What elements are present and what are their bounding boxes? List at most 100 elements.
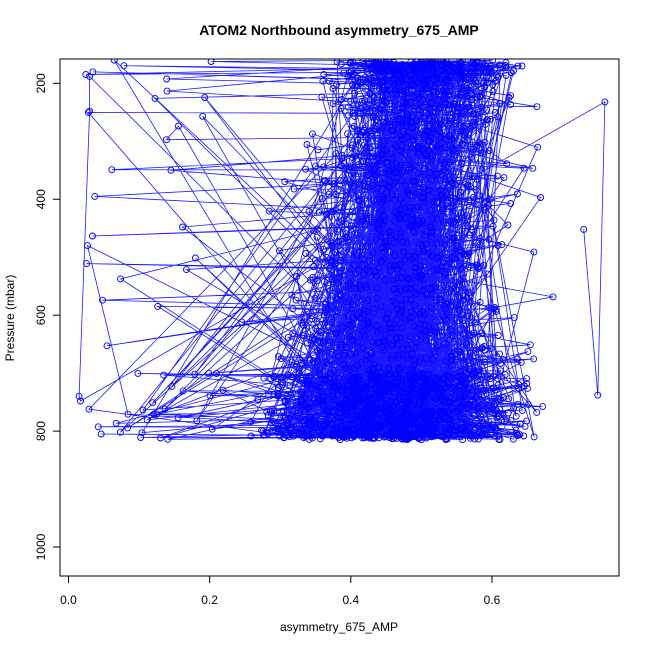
data-point [355,161,363,168]
data-point [398,176,406,184]
data-point [380,76,388,84]
data-point [387,154,395,162]
data-point [379,93,387,101]
data-point [361,96,369,104]
data-point [426,134,434,142]
data-point [448,156,456,164]
data-point [411,75,418,83]
data-point [441,88,448,96]
data-point [447,325,454,333]
data-point [481,199,489,207]
data-point [314,146,322,154]
data-point [418,287,426,295]
data-point [492,400,499,408]
data-point [457,394,465,402]
data-point [364,100,372,108]
data-point [476,241,484,249]
data-point [289,329,297,337]
data-point [495,432,503,440]
data-point [399,268,406,276]
data-point [423,75,431,83]
data-point [420,183,428,191]
data-point [77,397,84,405]
data-point [370,304,377,312]
data-point [477,103,485,111]
data-point [409,177,417,185]
data-point [518,62,526,70]
data-point [411,177,419,185]
data-point [344,312,352,319]
data-point [363,242,371,250]
data-point [524,348,532,356]
data-point [394,410,402,418]
data-point [443,73,451,80]
data-point [421,387,429,395]
data-point [322,308,329,316]
data-point [468,96,476,104]
data-point [318,93,326,101]
data-point [411,343,419,351]
data-point [348,144,356,152]
data-point [437,121,445,129]
data-point [428,176,435,184]
data-point [343,234,351,242]
data-point [473,88,481,96]
data-point [461,64,469,72]
data-point [417,332,425,340]
data-point [512,412,520,420]
data-point [373,59,381,67]
data-point [442,236,450,244]
data-point [410,253,418,260]
data-point [274,428,282,436]
x-tick-label: 0.0 [60,593,77,607]
data-point [428,430,436,438]
data-point [312,162,320,170]
data-point [478,329,486,337]
data-point [446,82,454,90]
data-point [594,391,602,399]
data-point [404,345,412,353]
data-point [416,309,424,317]
data-point [470,172,478,180]
data-point [422,130,430,138]
data-point [385,363,393,371]
data-point [372,414,380,422]
data-point [413,74,420,82]
data-point [495,435,503,443]
data-point [422,128,430,136]
data-point [290,185,298,193]
data-point [349,141,357,149]
data-point [434,383,442,391]
data-point [206,392,214,400]
data-point [300,332,308,340]
data-point [380,196,388,204]
data-point [174,122,182,130]
data-point [466,89,474,97]
data-point [463,100,471,108]
data-point [420,193,428,201]
data-point [302,416,310,423]
data-point [463,84,471,92]
data-point [393,434,401,442]
data-point [480,63,488,71]
data-point [485,67,493,75]
data-point [533,103,541,111]
data-point [411,301,419,309]
data-point [399,345,407,353]
data-point [357,397,365,405]
data-point [390,276,398,284]
data-point [400,68,408,76]
data-point [390,261,398,269]
data-point [331,361,339,369]
data-point [471,61,479,69]
data-point [300,419,308,427]
data-point [311,256,319,264]
data-point [452,119,460,127]
data-point [470,411,478,419]
data-point [423,389,431,397]
data-point [513,190,521,198]
data-point [440,219,448,227]
data-point [378,257,386,265]
data-point [402,122,410,130]
data-point [317,328,325,336]
